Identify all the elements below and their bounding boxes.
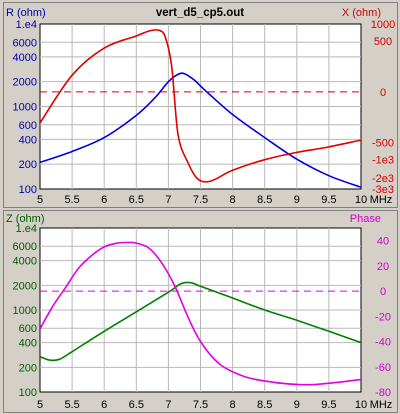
panel1-left-tick-label: 2000 (13, 77, 37, 89)
panel2-x-unit-label: MHz (370, 399, 393, 411)
panel1-right-tick-label: -3e3 (372, 184, 394, 196)
panel1-x-tick-label: 9 (294, 194, 300, 206)
panel2-left-tick-label: 4000 (13, 256, 37, 268)
panel1-x-unit-label: MHz (370, 194, 393, 206)
panel1-left-tick-label: 400 (19, 134, 37, 146)
panel1-right-tick-label: 500 (374, 36, 392, 48)
panel2-x-tick-label: 8 (230, 399, 236, 411)
panel2-x-tick-label: 10 (355, 399, 367, 411)
panel1-series-2-line (40, 29, 361, 183)
panel2-series-2-line (40, 241, 361, 386)
panel2-left-tick-label: 1.e4 (16, 223, 37, 235)
panel2-x-tick-label: 8.5 (257, 399, 272, 411)
panel2-right-axis-title: Phase (350, 213, 381, 225)
panel1-left-tick-label: 1000 (13, 102, 37, 114)
panel1-left-tick-label: 600 (19, 120, 37, 132)
panel1-left-tick-label: 4000 (13, 52, 37, 64)
panel2-right-tick-label: 40 (377, 236, 389, 248)
panel2-right-tick-label: -20 (375, 311, 391, 323)
panel1-left-tick-label: 100 (19, 184, 37, 196)
panel1-x-tick-label: 7.5 (193, 194, 208, 206)
panel2-left-axis-title: Z (ohm) (6, 213, 45, 225)
panel1-x-tick-label: 10 (355, 194, 367, 206)
panel1-left-axis-title: R (ohm) (6, 7, 46, 19)
panel1-right-axis-title: X (ohm) (342, 7, 381, 19)
panel1-left-tick-label: 6000 (13, 37, 37, 49)
panel2-right-tick-label: 20 (377, 261, 389, 273)
panel2-x-tick-label: 9.5 (321, 399, 336, 411)
panel1-right-tick-label: 1000 (371, 19, 395, 31)
panel2-left-tick-label: 6000 (13, 241, 37, 253)
panel1-right-tick-label: 0 (380, 87, 386, 99)
panel2-left-tick-label: 200 (19, 362, 37, 374)
panel2-left-tick-label: 400 (19, 338, 37, 350)
panel1-x-tick-label: 8.5 (257, 194, 272, 206)
panel1-right-tick-label: -500 (372, 138, 394, 150)
panel1-x-tick-label: 6 (101, 194, 107, 206)
panel2-right-tick-label: -60 (375, 362, 391, 374)
panel2-x-tick-label: 5 (37, 399, 43, 411)
panel2-right-tick-label: 0 (380, 286, 386, 298)
panel2-x-tick-label: 6 (101, 399, 107, 411)
panel2-right-tick-label: -40 (375, 337, 391, 349)
panel2-left-tick-label: 600 (19, 323, 37, 335)
panel2-x-tick-label: 9 (294, 399, 300, 411)
panel1-chart-title: vert_d5_cp5.out (156, 7, 244, 19)
panel1-right-tick-label: -2e3 (372, 173, 394, 185)
panel2-x-tick-label: 6.5 (129, 399, 144, 411)
panel2-left-tick-label: 100 (19, 387, 37, 399)
panel2-series-1-line (40, 281, 361, 362)
panel2-x-tick-label: 7 (165, 399, 171, 411)
panel1-x-tick-label: 8 (230, 194, 236, 206)
panel2-left-tick-label: 2000 (13, 280, 37, 292)
panel1-left-tick-label: 1.e4 (16, 19, 37, 31)
panel1-x-tick-label: 7 (165, 194, 171, 206)
panel1-x-tick-label: 5 (37, 194, 43, 206)
panel2-x-tick-label: 7.5 (193, 399, 208, 411)
panel2-left-tick-label: 1000 (13, 305, 37, 317)
panel1-x-tick-label: 5.5 (64, 194, 79, 206)
panel2-right-tick-label: -80 (375, 387, 391, 399)
panel1-series-1-line (40, 72, 361, 189)
panel1-left-tick-label: 200 (19, 159, 37, 171)
panel1-x-tick-label: 9.5 (321, 194, 336, 206)
panel1-right-tick-label: -1e3 (372, 155, 394, 167)
panel1-x-tick-label: 6.5 (129, 194, 144, 206)
panel2-x-tick-label: 5.5 (64, 399, 79, 411)
